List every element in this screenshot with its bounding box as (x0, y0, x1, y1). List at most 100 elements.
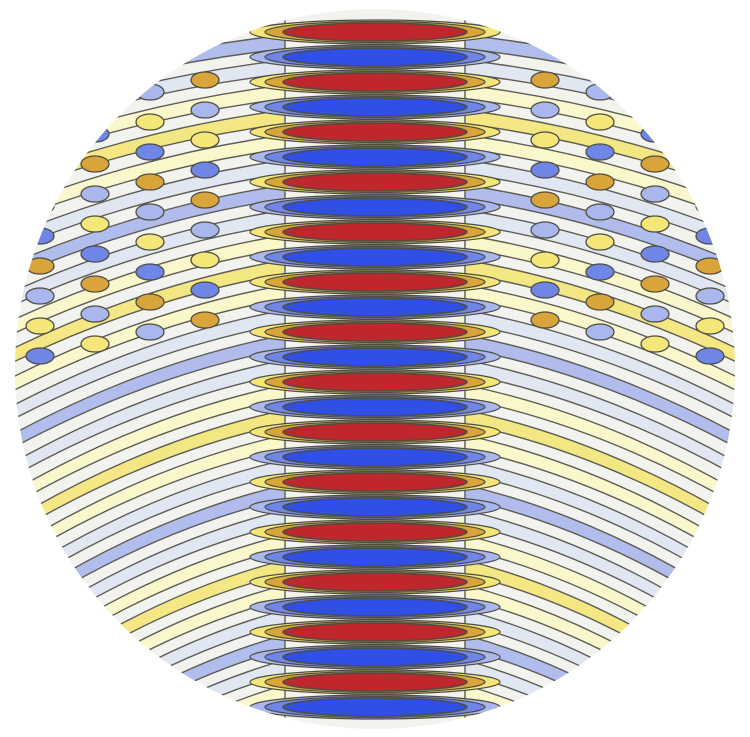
negative-lobe (282, 597, 468, 617)
edge-island (585, 263, 615, 281)
edge-island (135, 203, 165, 221)
negative-lobe (282, 147, 468, 167)
edge-island (585, 293, 615, 311)
side-ripple-band (464, 484, 735, 640)
edge-island (80, 185, 110, 203)
positive-lobe (282, 322, 468, 342)
positive-lobe (282, 672, 468, 692)
positive-lobe (282, 572, 468, 592)
side-ripple-band (15, 559, 286, 727)
edge-island (80, 215, 110, 233)
side-ripple-band (15, 459, 286, 610)
edge-island (135, 233, 165, 251)
edge-island (585, 143, 615, 161)
positive-lobe (282, 372, 468, 392)
side-ripple-band (15, 609, 286, 729)
positive-lobe (282, 472, 468, 492)
edge-island (80, 305, 110, 323)
edge-island (585, 323, 615, 341)
side-ripple-band (464, 359, 735, 494)
negative-lobe (282, 297, 468, 317)
side-ripple-band (15, 309, 286, 436)
side-ripple-band (464, 184, 735, 290)
negative-lobe (282, 47, 468, 67)
side-ripple-band (15, 409, 286, 552)
edge-island (190, 131, 220, 149)
edge-island (695, 287, 725, 305)
positive-lobe (282, 172, 468, 192)
edge-island (190, 221, 220, 239)
side-ripple-band (464, 309, 735, 436)
edge-island (135, 113, 165, 131)
side-ripple-band (464, 534, 735, 698)
edge-island (585, 233, 615, 251)
edge-island (585, 203, 615, 221)
side-ripple-band (464, 434, 735, 581)
edge-island (25, 287, 55, 305)
edge-island (640, 335, 670, 353)
side-ripple-band (15, 484, 286, 640)
negative-lobe (282, 197, 468, 217)
edge-island (585, 113, 615, 131)
edge-island (135, 143, 165, 161)
edge-island (695, 317, 725, 335)
negative-lobe (282, 447, 468, 467)
edge-island (190, 101, 220, 119)
side-ripple-band (464, 459, 735, 610)
edge-island (190, 191, 220, 209)
edge-island (585, 173, 615, 191)
side-ripple-band (464, 409, 735, 552)
negative-lobe (282, 97, 468, 117)
side-ripple-band (464, 609, 735, 729)
edge-island (530, 131, 560, 149)
side-ripple-band (464, 334, 735, 465)
edge-island (640, 305, 670, 323)
edge-island (530, 221, 560, 239)
positive-lobe (282, 522, 468, 542)
edge-island (80, 335, 110, 353)
edge-island (530, 281, 560, 299)
edge-island (530, 251, 560, 269)
edge-island (135, 323, 165, 341)
positive-lobe (282, 122, 468, 142)
edge-island (190, 71, 220, 89)
edge-island (190, 311, 220, 329)
side-ripple-band (15, 509, 286, 669)
edge-island (135, 173, 165, 191)
side-ripple-band (464, 159, 735, 261)
positive-lobe (282, 72, 468, 92)
edge-island (640, 155, 670, 173)
side-ripple-band (464, 509, 735, 669)
positive-lobe (282, 222, 468, 242)
edge-island (640, 185, 670, 203)
negative-lobe (282, 697, 468, 717)
negative-lobe (282, 397, 468, 417)
side-ripple-band (15, 534, 286, 698)
positive-lobe (282, 422, 468, 442)
side-ripple-band (15, 159, 286, 261)
side-ripple-band (15, 434, 286, 581)
positive-lobe (282, 622, 468, 642)
edge-island (695, 347, 725, 365)
negative-lobe (282, 247, 468, 267)
edge-island (190, 281, 220, 299)
central-lobe-column (249, 19, 501, 720)
edge-island (80, 245, 110, 263)
positive-lobe (282, 272, 468, 292)
side-ripple-band (15, 384, 286, 523)
edge-island (530, 71, 560, 89)
edge-island (25, 347, 55, 365)
side-ripple-band (15, 584, 286, 729)
edge-island (135, 293, 165, 311)
side-ripple-band (15, 359, 286, 494)
side-ripple-band (15, 634, 286, 729)
negative-lobe (282, 547, 468, 567)
edge-island (640, 245, 670, 263)
edge-island (530, 161, 560, 179)
edge-island (190, 251, 220, 269)
side-ripple-band (15, 334, 286, 465)
side-ripple-band (15, 184, 286, 290)
side-ripple-band (464, 634, 735, 729)
